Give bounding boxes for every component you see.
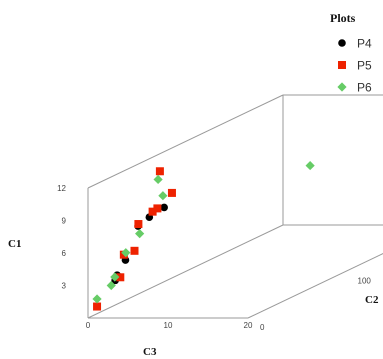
plot-box: [87, 94, 383, 319]
c3-tick-label: 0: [86, 321, 91, 330]
legend-label-p6: P6: [357, 81, 372, 95]
c3-tick-label: 10: [164, 321, 173, 330]
c1-tick-label: 3: [62, 282, 67, 291]
legend-label-p4: P4: [357, 37, 372, 51]
box-edge: [247, 253, 383, 319]
c1-tick-label: 6: [62, 249, 67, 258]
data-point-p6: [106, 280, 116, 291]
data-point-p6: [158, 191, 168, 201]
c2-axis-ticks: 0100200: [260, 277, 372, 333]
legend-marker-p5: [338, 61, 346, 69]
data-point-p5: [116, 273, 125, 282]
c3-tick-label: 20: [244, 321, 253, 330]
data-point-p5: [93, 302, 102, 311]
c1-axis-title: C1: [8, 238, 21, 250]
c1-axis-ticks: 3 6 9 12: [57, 184, 66, 291]
c2-tick-label: 0: [260, 323, 265, 332]
c3-axis-ticks: 0 10 20: [86, 321, 253, 330]
legend: Plots P4 P5 P6: [330, 11, 372, 95]
box-edge: [87, 94, 284, 189]
legend-title: Plots: [330, 11, 356, 25]
data-points: [92, 160, 315, 311]
data-point-p5: [134, 220, 143, 229]
series-p5: [93, 167, 176, 311]
data-point-p5: [148, 207, 157, 216]
data-point-p5: [130, 246, 139, 255]
series-p4: [111, 203, 168, 285]
data-point-p5: [155, 167, 164, 176]
c2-tick-label: 100: [358, 277, 372, 286]
data-point-p6: [135, 229, 145, 239]
series-p6: [92, 160, 315, 304]
data-point-p4: [160, 203, 168, 212]
c3-axis-title: C3: [143, 346, 157, 358]
data-point-p5: [167, 188, 176, 197]
c1-tick-label: 9: [62, 217, 67, 226]
c2-axis-title: C2: [365, 294, 379, 306]
data-point-p6: [92, 294, 102, 304]
data-point-p6: [110, 272, 120, 282]
data-point-p6: [121, 248, 131, 258]
legend-label-p5: P5: [357, 59, 372, 73]
data-point-p6: [305, 160, 315, 171]
box-edge: [87, 224, 284, 319]
legend-marker-p4: [338, 39, 346, 47]
data-point-p5: [153, 204, 162, 213]
legend-marker-p6: [337, 82, 347, 92]
data-point-p6: [153, 174, 163, 185]
c1-tick-label: 12: [57, 184, 66, 193]
